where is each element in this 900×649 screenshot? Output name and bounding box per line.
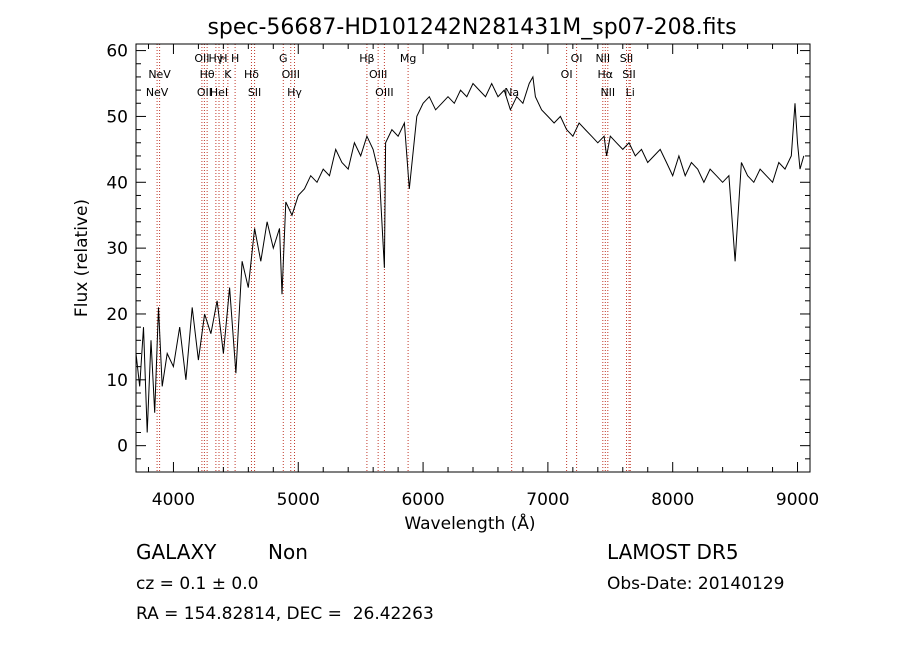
spectral-line-labels: NeVNeVOIIOIIHγHθHHeIKHHδSIIGOIIIHγHβOIII…	[146, 52, 636, 99]
y-tick-label-1: 10	[106, 371, 128, 391]
line-label-17: OIII	[375, 86, 393, 99]
x-axis-label: Wavelength (Å)	[404, 512, 535, 534]
y-axis-label: Flux (relative)	[72, 199, 92, 317]
y-tick-label-3: 30	[106, 239, 128, 259]
observation-date: Obs-Date: 20140129	[607, 574, 785, 594]
line-label-25: SII	[620, 52, 633, 65]
line-label-12: G	[279, 52, 288, 65]
y-tick-label-0: 0	[117, 437, 128, 457]
y-tick-label-6: 60	[106, 42, 128, 62]
line-label-23: Hα	[598, 68, 614, 81]
line-label-26: SII	[622, 68, 635, 81]
line-label-20: OI	[561, 68, 573, 81]
x-tick-label-3: 7000	[526, 490, 569, 510]
line-label-2: OII	[194, 52, 209, 65]
line-label-6: H	[219, 52, 227, 65]
line-label-11: SII	[248, 86, 261, 99]
y-tick-label-5: 50	[106, 107, 128, 127]
line-label-4: Hγ	[208, 52, 223, 65]
x-tick-label-1: 5000	[277, 490, 320, 510]
line-label-8: K	[224, 68, 232, 81]
line-label-14: Hγ	[287, 86, 302, 99]
line-label-0: NeV	[146, 86, 169, 99]
line-label-27: Li	[626, 86, 635, 99]
line-label-18: Mg	[400, 52, 416, 65]
coordinates-readout: RA = 154.82814, DEC = 26.42263	[136, 604, 434, 624]
y-tick-label-2: 20	[106, 305, 128, 325]
line-label-10: Hδ	[244, 68, 259, 81]
line-label-13: OIII	[282, 68, 300, 81]
axes: 4000 5000 6000 7000 8000 9000 0 10 20 30 40 50 60	[106, 42, 819, 510]
survey-name: LAMOST DR5	[607, 540, 739, 564]
line-label-1: NeV	[148, 68, 171, 81]
spectrum-line	[135, 75, 805, 433]
object-subclass: Non	[268, 540, 308, 564]
line-label-5: Hθ	[200, 68, 215, 81]
redshift-readout: cz = 0.1 ± 0.0	[136, 574, 259, 594]
line-label-3: OII	[197, 86, 212, 99]
object-class: GALAXY	[136, 540, 217, 564]
line-label-16: OIII	[369, 68, 387, 81]
line-label-24: NII	[600, 86, 615, 99]
x-tick-label-5: 9000	[776, 490, 819, 510]
x-tick-label-2: 6000	[401, 490, 444, 510]
spectral-line-markers	[156, 44, 631, 472]
x-tick-label-0: 4000	[152, 490, 195, 510]
line-label-21: OI	[571, 52, 583, 65]
plot-frame	[135, 43, 811, 473]
line-label-7: HeI	[210, 86, 228, 99]
chart-title: spec-56687-HD101242N281431M_sp07-208.fit…	[207, 15, 736, 40]
line-label-15: Hβ	[359, 52, 374, 65]
line-label-19: Na	[504, 86, 519, 99]
line-label-9: H	[231, 52, 239, 65]
y-tick-label-4: 40	[106, 173, 128, 193]
line-label-22: NII	[595, 52, 610, 65]
x-tick-label-4: 8000	[651, 490, 694, 510]
